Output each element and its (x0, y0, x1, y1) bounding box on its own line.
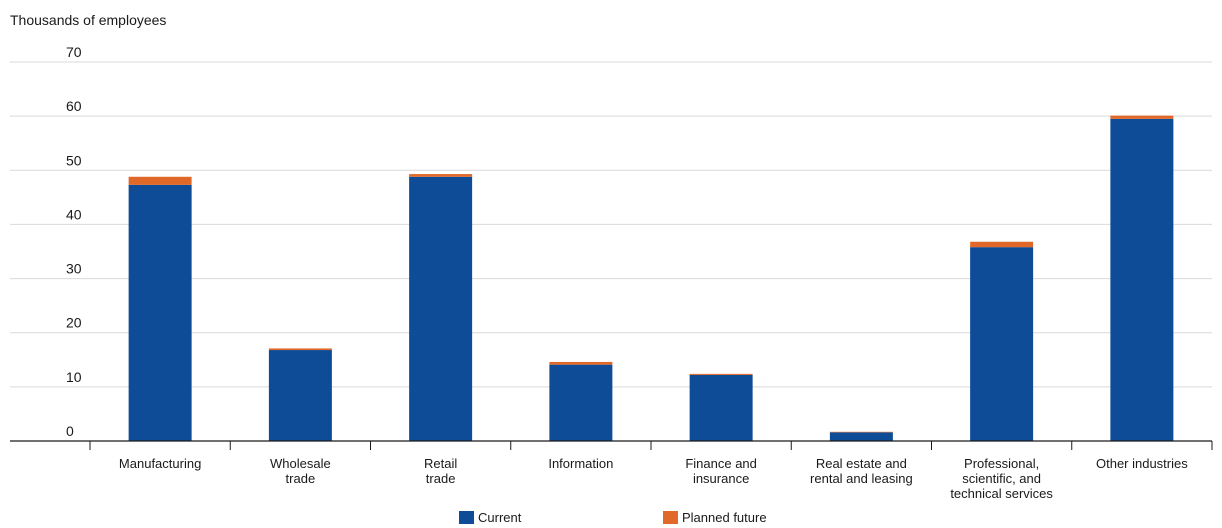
y-tick-label: 30 (66, 261, 82, 277)
y-tick-label: 70 (66, 44, 82, 60)
bar-planned-future (1110, 115, 1174, 119)
legend-label: Current (478, 510, 522, 525)
x-category-label: Manufacturing (119, 456, 201, 471)
bar-current (829, 432, 893, 441)
legend-swatch (663, 511, 678, 524)
bar-planned-future (549, 361, 613, 365)
bar-planned-future (128, 176, 192, 185)
y-axis-title: Thousands of employees (10, 12, 166, 28)
bar-current (128, 184, 192, 441)
bar-current (970, 247, 1034, 441)
x-category-label: Real estate and (816, 456, 907, 471)
legend-label: Planned future (682, 510, 767, 525)
bar-current (409, 176, 473, 442)
x-category-label: rental and leasing (810, 471, 913, 486)
y-tick-label: 10 (66, 369, 82, 385)
y-tick-label: 20 (66, 315, 82, 331)
bar-current (1110, 118, 1174, 441)
legend-swatch (459, 511, 474, 524)
bar-planned-future (970, 241, 1034, 248)
y-axis-ticks: 0 10 20 30 40 50 60 70 (66, 44, 82, 439)
y-tick-label: 60 (66, 98, 82, 114)
x-axis: Manufacturing WholesaletradeRetailtradeIn… (10, 440, 1213, 501)
x-category-label: Professional, (964, 456, 1039, 471)
x-category-label: Finance and (685, 456, 757, 471)
x-category-label: Other industries (1096, 456, 1188, 471)
x-category-label: technical services (950, 486, 1053, 501)
bar-planned-future (689, 373, 753, 375)
bar-current (268, 350, 332, 441)
y-tick-label: 0 (66, 423, 74, 439)
y-tick-label: 50 (66, 152, 82, 168)
bars (128, 115, 1174, 442)
gridlines (10, 61, 1212, 388)
bar-current (549, 364, 613, 441)
x-category-label: Retail (424, 456, 457, 471)
legend: Current Planned future (459, 510, 767, 525)
bar-planned-future (409, 174, 473, 177)
bar-planned-future (829, 431, 893, 433)
x-category-label: scientific, and (962, 471, 1041, 486)
y-tick-label: 40 (66, 206, 82, 222)
bar-planned-future (268, 348, 332, 351)
x-category-label: trade (286, 471, 316, 486)
bar-current (689, 374, 753, 441)
x-category-label: trade (426, 471, 456, 486)
x-category-label: Information (548, 456, 613, 471)
x-category-label: insurance (693, 471, 749, 486)
x-category-label: Wholesale (270, 456, 331, 471)
